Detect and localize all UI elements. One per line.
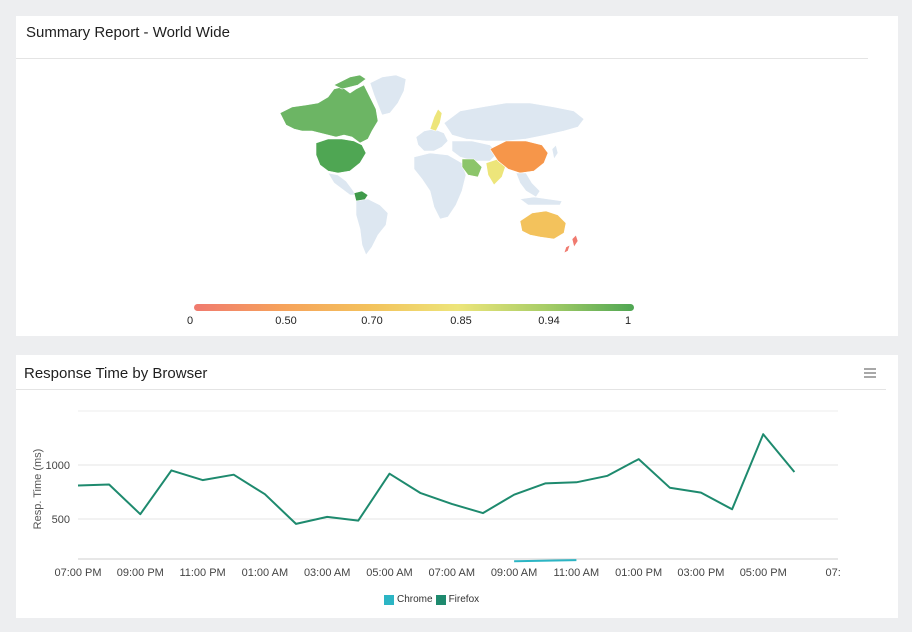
x-tick-label: 09:00 AM [491, 567, 537, 579]
legend-item-firefox[interactable]: Firefox [435, 594, 480, 605]
map-country-japan[interactable] [551, 144, 559, 160]
map-country-africa[interactable] [413, 152, 467, 220]
x-tick-label: 11:00 PM [179, 567, 225, 579]
x-tick-label: 07: [826, 567, 841, 579]
x-tick-label: 11:00 AM [554, 567, 600, 579]
map-country-new-zealand[interactable] [571, 234, 579, 248]
legend-tick: 0.94 [538, 315, 560, 327]
map-country-venezuela[interactable] [353, 190, 369, 202]
x-tick-label: 03:00 AM [304, 567, 350, 579]
series-line-firefox [77, 433, 796, 525]
map-country-greenland[interactable] [369, 74, 407, 116]
map-country-indonesia[interactable] [519, 196, 563, 206]
legend-item-chrome[interactable]: Chrome [384, 594, 433, 605]
legend-swatch-chrome [384, 594, 394, 605]
x-tick-label: 05:00 PM [740, 567, 787, 579]
legend-tick: 0.85 [450, 315, 472, 327]
color-scale-legend-bar [194, 304, 634, 311]
chart-legend: Chrome Firefox [384, 594, 482, 605]
legend-tick: 0.70 [361, 315, 383, 327]
map-country-central-asia[interactable] [451, 140, 499, 162]
panel-divider [16, 58, 868, 59]
map-country-southeast-asia[interactable] [515, 172, 541, 198]
y-tick-label: 1000 [46, 460, 70, 472]
summary-report-panel: Summary Report - World Wide [16, 16, 898, 336]
response-time-title: Response Time by Browser [24, 365, 208, 382]
series-line-chrome [514, 559, 577, 563]
map-country-europe[interactable] [415, 128, 449, 152]
legend-tick: 1 [624, 315, 632, 327]
map-country-south-america[interactable] [355, 198, 389, 256]
response-time-panel: Response Time by Browser 500 1000 07:00 PM… [16, 355, 898, 618]
y-tick-label: 500 [52, 514, 70, 526]
map-country-mexico[interactable] [327, 172, 357, 196]
hamburger-menu-icon[interactable] [864, 368, 876, 378]
panel-divider [16, 389, 886, 390]
map-country-new-zealand-south[interactable] [563, 244, 571, 254]
legend-label-firefox: Firefox [448, 594, 480, 605]
legend-label-chrome: Chrome [397, 594, 433, 605]
x-tick-label: 01:00 PM [615, 567, 662, 579]
y-axis-title: Resp. Time (ms) [32, 449, 44, 530]
x-tick-label: 01:00 AM [242, 567, 288, 579]
legend-tick: 0 [186, 315, 194, 327]
map-country-canada-islands[interactable] [333, 74, 367, 90]
legend-swatch-firefox [435, 594, 446, 605]
map-country-canada[interactable] [279, 84, 379, 144]
x-tick-label: 09:00 PM [117, 567, 164, 579]
response-time-chart: 500 1000 07:00 PM 09:00 PM 11:00 PM 01:00 AM 0… [32, 410, 841, 579]
x-tick-label: 05:00 AM [366, 567, 412, 579]
map-country-saudi-arabia[interactable] [461, 158, 483, 178]
summary-report-title: Summary Report - World Wide [26, 24, 230, 41]
x-tick-label: 03:00 PM [677, 567, 724, 579]
x-tick-label: 07:00 PM [54, 567, 101, 579]
map-country-china[interactable] [489, 140, 549, 174]
x-tick-label: 07:00 AM [429, 567, 475, 579]
legend-tick: 0.50 [275, 315, 297, 327]
map-country-scandinavia[interactable] [429, 108, 443, 132]
map-country-usa[interactable] [315, 138, 367, 174]
world-map [279, 74, 585, 256]
map-country-australia[interactable] [519, 210, 567, 240]
map-country-russia[interactable] [443, 102, 585, 142]
